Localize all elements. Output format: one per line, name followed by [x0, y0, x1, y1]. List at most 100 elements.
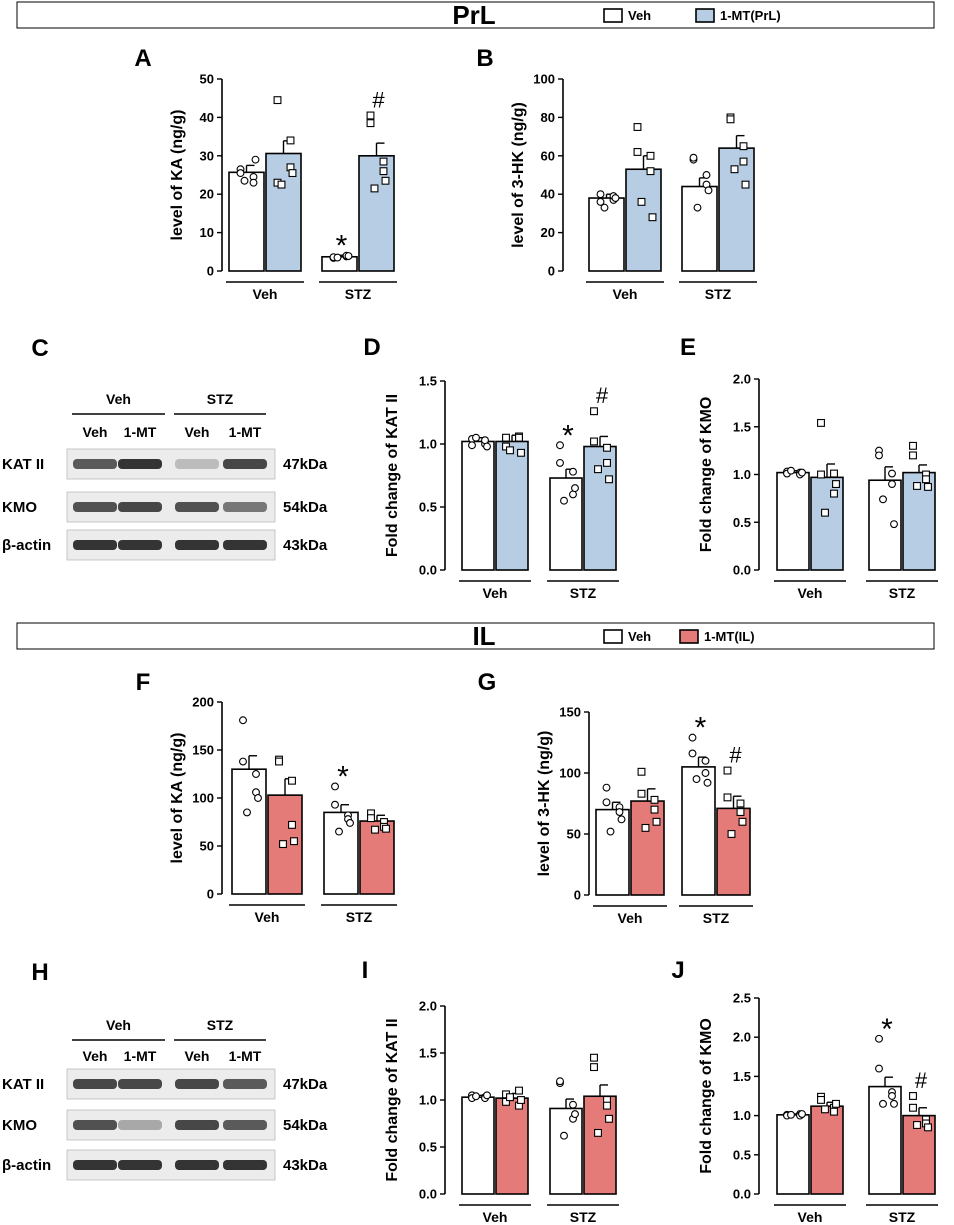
legend-label: Veh [628, 8, 651, 23]
data-point-square [637, 767, 646, 776]
data-point-square [603, 1101, 611, 1110]
data-point-square [506, 1093, 514, 1102]
data-point-square [730, 165, 739, 174]
bar [810, 1105, 844, 1195]
y-tick-label: 1.0 [419, 437, 437, 452]
data-point-circle [787, 1110, 795, 1119]
bar [461, 440, 495, 571]
y-axis-label: Fold change of KAT II [384, 394, 401, 557]
data-point-square [517, 448, 525, 457]
data-point-circle [569, 1100, 577, 1109]
data-point-circle [879, 495, 887, 504]
data-point-circle [556, 1077, 564, 1086]
panel-letter: A [134, 45, 151, 72]
data-point-circle [798, 1110, 806, 1118]
data-point-square [909, 1103, 917, 1112]
group-label: STZ [570, 1209, 597, 1225]
blot-lane-label: 1-MT [124, 1048, 157, 1064]
data-point-circle [600, 203, 609, 212]
blot-band [175, 1160, 219, 1170]
y-tick-label: 0 [574, 888, 581, 903]
data-point-circle [252, 770, 260, 778]
data-point-circle [890, 1099, 898, 1108]
data-point-square [515, 433, 523, 442]
data-point-square [650, 805, 659, 814]
data-point-square [739, 142, 748, 151]
y-tick-label: 1.5 [419, 374, 437, 389]
blot-lane-label: Veh [83, 1048, 108, 1064]
data-point-square [637, 197, 646, 206]
data-point-square [924, 482, 932, 491]
data-point-circle [701, 756, 710, 765]
data-point-square [738, 817, 747, 826]
data-point-circle [688, 733, 697, 742]
y-tick-label: 150 [192, 743, 214, 758]
data-point-circle [331, 800, 339, 809]
bar [776, 1114, 810, 1195]
legend-swatch [603, 629, 623, 644]
blot-kda-label: 54kDa [283, 499, 328, 516]
data-point-square [366, 111, 375, 120]
data-point-circle [472, 433, 480, 442]
y-axis-label: level of KA (ng/g) [169, 110, 186, 241]
y-tick-label: 150 [559, 705, 581, 720]
blot-kda-label: 47kDa [283, 1076, 328, 1093]
data-point-circle [606, 827, 615, 836]
data-point-square [277, 180, 286, 189]
blot-kda-label: 43kDa [283, 1157, 328, 1174]
blot-band [223, 459, 267, 469]
legend-label: 1-MT(PrL) [720, 8, 781, 23]
bar [228, 171, 265, 272]
data-point-square [594, 1128, 602, 1137]
bar [810, 476, 844, 571]
bar [681, 766, 716, 896]
y-tick-label: 1.5 [733, 1069, 751, 1084]
y-tick-label: 50 [200, 72, 214, 87]
data-point-square [366, 119, 375, 128]
bar [583, 1095, 617, 1195]
y-axis-label: Fold change of KMO [698, 397, 715, 553]
data-point-circle [875, 451, 883, 460]
y-tick-label: 20 [200, 187, 214, 202]
data-point-circle [602, 798, 611, 807]
group-label: STZ [889, 1209, 916, 1225]
group-label: Veh [253, 286, 278, 302]
y-tick-label: 2.0 [733, 372, 751, 387]
y-tick-label: 0.0 [419, 563, 437, 578]
bar [231, 768, 267, 895]
data-point-square [739, 157, 748, 166]
data-point-square [382, 824, 390, 833]
y-tick-label: 100 [533, 72, 555, 87]
blot-band [175, 1079, 219, 1089]
data-point-circle [875, 1064, 883, 1073]
data-point-square [821, 1105, 829, 1114]
significance-hash: # [729, 743, 742, 768]
data-point-square [381, 176, 390, 185]
data-point-circle [703, 778, 712, 787]
blot-protein-label: β-actin [2, 537, 51, 554]
data-point-square [603, 443, 611, 452]
data-point-square [736, 799, 745, 808]
blot-lane-label: Veh [83, 424, 108, 440]
y-tick-label: 1.0 [733, 467, 751, 482]
group-label: Veh [613, 286, 638, 302]
blot-group-label: STZ [207, 391, 234, 407]
y-tick-label: 50 [567, 827, 581, 842]
bar [358, 155, 395, 272]
chart-panel-D: D 0.0 0.5 1.0 1.5 Fold change of KAT II * # Veh S… [363, 334, 619, 601]
bar [549, 1107, 583, 1195]
y-tick-label: 0.0 [419, 1187, 437, 1202]
group-label: STZ [345, 286, 372, 302]
data-point-square [288, 776, 296, 785]
data-point-square [633, 123, 642, 131]
chart-panel-F: F 0 50 100 150 200 level of KA (ng/g) * Veh STZ [136, 669, 397, 925]
data-point-square [821, 508, 829, 517]
data-point-square [605, 475, 613, 484]
y-tick-label: 100 [559, 766, 581, 781]
data-point-circle [236, 169, 245, 178]
data-point-square [909, 451, 917, 460]
data-point-square [817, 470, 825, 479]
blot-band [118, 1079, 162, 1089]
y-tick-label: 0 [207, 264, 214, 279]
